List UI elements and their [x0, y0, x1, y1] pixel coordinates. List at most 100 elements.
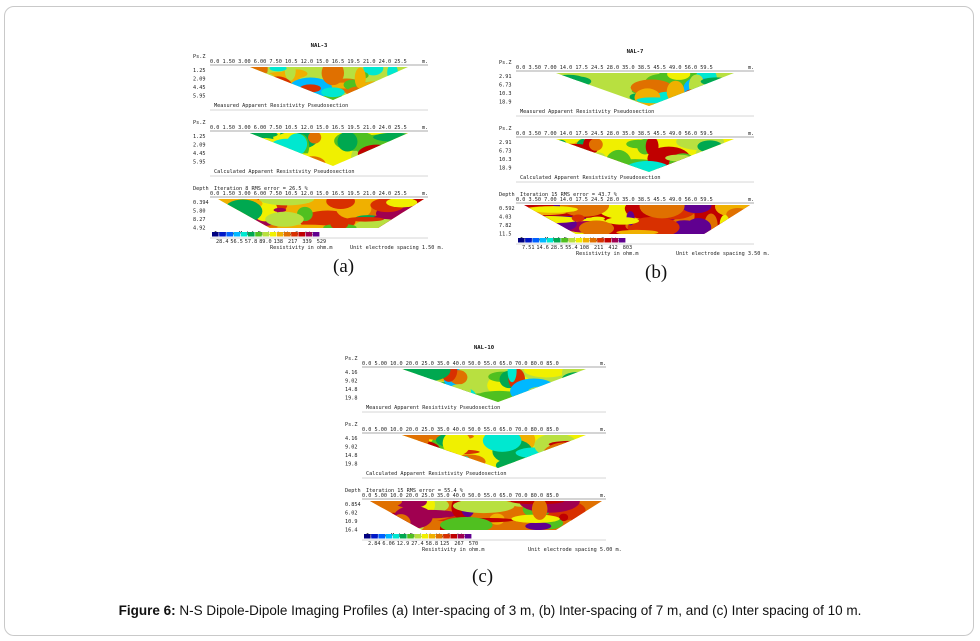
depth-tick-label: 9.02 — [345, 445, 358, 451]
contour-blob — [616, 229, 659, 234]
contour-blob — [525, 522, 552, 530]
contour-blob — [255, 152, 279, 161]
contour-blob — [556, 149, 576, 172]
contour-blob — [250, 154, 287, 166]
contour-blob — [507, 369, 517, 383]
depth-tick-label: 14.8 — [345, 387, 358, 393]
contour-blob — [280, 82, 294, 100]
panel-a: NAL-3 Ps.Z 0.0 1.50 3.00 6.00 7.50 10.5 12… — [192, 40, 446, 250]
x-unit-label: m. — [600, 427, 606, 433]
x-tick-labels: 0.0 5.00 10.0 20.0 25.0 35.0 40.0 50.0 5… — [362, 493, 559, 499]
legend-swatch — [371, 534, 378, 539]
contour-blob — [587, 152, 607, 165]
contour-blob — [542, 442, 586, 466]
legend-swatch — [611, 238, 619, 243]
contour-blob — [623, 160, 672, 172]
contour-blob — [236, 217, 253, 223]
x-unit-label: m. — [422, 191, 428, 197]
legend-value: 57.8 — [245, 239, 257, 245]
legend-swatch — [392, 534, 400, 539]
contour-blob — [402, 440, 440, 458]
depth-tick-label: 2.91 — [499, 140, 512, 146]
legend-swatch — [597, 238, 604, 243]
depth-tick-label: 11.5 — [499, 232, 512, 238]
depth-tick-label: 0.592 — [499, 206, 515, 212]
contour-blob — [689, 154, 729, 172]
legend-value: 217 — [288, 239, 297, 245]
contour-blob — [321, 87, 345, 98]
contour-blob — [250, 133, 278, 139]
x-unit-label: m. — [422, 59, 428, 65]
contour-blob — [267, 163, 293, 166]
contour-blob — [377, 83, 387, 89]
legend-swatch — [450, 534, 457, 539]
contour-blob — [262, 76, 294, 100]
contour-blob — [374, 87, 408, 100]
contour-blob — [707, 84, 729, 100]
contour-blob — [402, 437, 410, 459]
contour-blob — [326, 199, 355, 209]
contour-blob — [712, 143, 734, 161]
iteration-text: Iteration 15 RMS error = 55.4 % — [366, 488, 464, 494]
legend-swatch — [421, 534, 429, 539]
contour-blob — [391, 514, 411, 530]
legend-swatch — [269, 232, 277, 237]
legend-swatch — [443, 534, 450, 539]
legend-value: 125 — [440, 541, 449, 547]
contour-blob — [587, 94, 612, 106]
legend-value: 28.5 — [551, 245, 564, 251]
x-unit-label: m. — [600, 361, 606, 367]
contour-blob — [546, 387, 582, 402]
legend-swatch — [532, 238, 539, 243]
contour-blob — [687, 160, 716, 172]
panel-a-label: (a) — [333, 256, 355, 277]
legend-swatch — [262, 232, 269, 237]
contour-blob — [321, 67, 345, 86]
contour-blob — [402, 395, 429, 402]
legend-swatch — [226, 232, 233, 237]
contour-blob — [695, 98, 705, 105]
depth-tick-label: 4.92 — [193, 226, 206, 232]
depth-tick-label: 4.45 — [193, 151, 206, 157]
depth-tick-label: 4.03 — [499, 215, 512, 221]
figure-caption: Figure 6: N-S Dipole-Dipole Imaging Prof… — [0, 603, 980, 618]
depth-tick-label: 7.82 — [499, 223, 512, 229]
legend-swatch — [276, 232, 284, 237]
legend-swatch — [305, 232, 313, 237]
pseudo-depth-axis-label: Ps.Z — [345, 422, 358, 428]
x-tick-labels: 0.0 1.50 3.00 6.00 7.50 10.5 12.0 15.0 1… — [210, 125, 407, 131]
legend-value: 14.6 — [536, 245, 549, 251]
contour-blob — [286, 133, 308, 155]
pseudo-depth-axis-label: Ps.Z — [193, 120, 206, 126]
contour-blob — [402, 386, 423, 398]
line-title: NAL-3 — [311, 43, 328, 49]
legend-swatch — [436, 534, 443, 539]
depth-tick-label: 8.27 — [193, 217, 206, 223]
depth-tick-label: 9.02 — [345, 379, 358, 385]
contour-blob — [590, 216, 605, 221]
contour-blob — [556, 157, 603, 170]
contour-blob — [370, 511, 398, 528]
contour-blob — [452, 501, 515, 514]
contour-blob — [700, 77, 732, 86]
legend-swatch — [457, 534, 465, 539]
depth-tick-label: 0.394 — [193, 200, 209, 206]
contour-blob — [282, 161, 301, 166]
electrode-spacing-label: Unit electrode spacing 3.50 m. — [676, 251, 770, 257]
depth-tick-label: 5.80 — [193, 209, 206, 215]
legend-value: 12.9 — [397, 541, 410, 547]
contour-blob — [370, 501, 402, 510]
contour-blob — [265, 211, 304, 227]
contour-blob — [706, 87, 718, 98]
contour-blob — [300, 84, 321, 93]
depth-tick-label: 4.16 — [345, 370, 358, 376]
contour-blob — [389, 147, 408, 166]
section-title: Measured Apparent Resistivity Pseudosect… — [520, 109, 654, 115]
electrode-spacing-label: Unit electrode spacing 1.50 m. — [350, 245, 444, 250]
depth-tick-label: 1.25 — [193, 134, 206, 140]
legend-value: 89.0 — [259, 239, 272, 245]
contour-blob — [705, 154, 734, 165]
contour-blob — [460, 456, 471, 468]
depth-axis-label: Depth — [193, 186, 209, 192]
contour-blob — [354, 67, 366, 89]
